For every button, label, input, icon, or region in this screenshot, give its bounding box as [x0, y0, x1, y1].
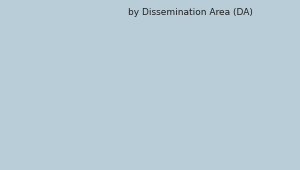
Text: by Dissemination Area (DA): by Dissemination Area (DA) [128, 8, 252, 17]
